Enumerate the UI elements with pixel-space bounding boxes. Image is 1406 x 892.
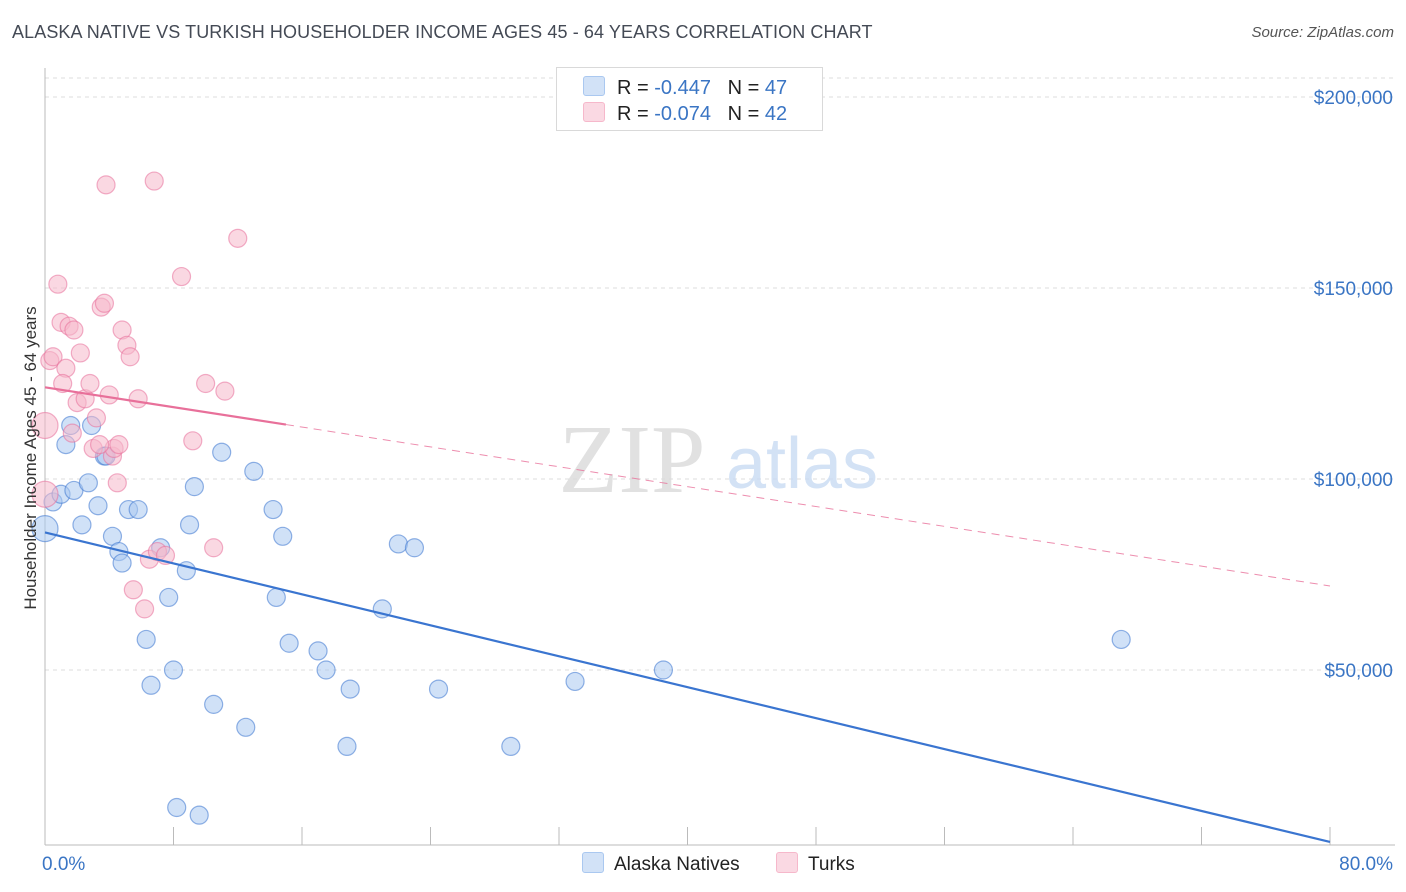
point-alaska-natives — [279, 633, 299, 653]
point-alaska-natives — [141, 675, 161, 695]
point-turks — [48, 274, 68, 294]
point-turks — [196, 373, 216, 394]
r-label: R = — [617, 77, 655, 99]
point-turks — [31, 480, 59, 508]
source-label: Source: ZipAtlas.com — [1251, 24, 1394, 41]
point-alaska-natives — [388, 534, 408, 554]
point-turks — [62, 423, 82, 443]
point-alaska-natives — [128, 499, 148, 520]
point-turks — [120, 347, 140, 367]
trend-line-turks — [44, 386, 287, 426]
x-tick-label-min: 0.0% — [42, 854, 85, 875]
point-turks — [228, 228, 248, 248]
point-alaska-natives — [88, 496, 108, 516]
point-alaska-natives — [212, 442, 232, 462]
chart-title: ALASKA NATIVE VS TURKISH HOUSEHOLDER INC… — [12, 22, 873, 42]
point-turks — [109, 435, 129, 455]
trend-line-alaska-natives — [44, 531, 1331, 843]
n-value-turks: 42 — [764, 103, 788, 125]
legend-row-alaska-natives: R = -0.447 N = 47 — [583, 76, 787, 100]
point-alaska-natives — [1111, 629, 1131, 650]
y-tick-label: $200,000 — [1314, 88, 1393, 109]
y-axis-label: Householder Income Ages 45 - 64 years — [21, 306, 40, 609]
point-alaska-natives — [340, 679, 360, 699]
correlation-legend: R = -0.447 N = 47 R = -0.074 N = 42 — [556, 67, 823, 131]
watermark-zip: ZIP — [559, 406, 706, 514]
x-tick-label-max: 80.0% — [1339, 854, 1393, 875]
point-turks — [215, 381, 235, 401]
y-tick-label: $150,000 — [1314, 279, 1393, 300]
axes — [44, 68, 1395, 846]
trend-lines — [44, 386, 1331, 843]
point-turks — [86, 408, 107, 428]
r-label: R = — [617, 103, 655, 125]
y-tick-label: $50,000 — [1324, 661, 1393, 682]
watermark: ZIP atlas — [559, 406, 879, 514]
point-turks — [183, 431, 203, 451]
legend-swatch-turks — [776, 852, 798, 873]
legend-row-turks: R = -0.074 N = 42 — [583, 102, 787, 126]
point-alaska-natives — [428, 679, 449, 699]
point-alaska-natives — [404, 538, 425, 558]
point-alaska-natives — [236, 717, 256, 737]
legend-swatch-alaska-natives — [583, 76, 605, 96]
legend-label-alaska-natives: Alaska Natives — [614, 854, 740, 875]
point-turks — [96, 175, 116, 195]
n-label: N = — [727, 103, 765, 125]
point-turks — [53, 373, 73, 394]
point-alaska-natives — [167, 797, 187, 818]
point-turks — [31, 411, 59, 440]
point-turks — [94, 293, 115, 313]
tick-labels: $50,000 $100,000 $150,000 $200,000 0.0% 80.0% — [42, 88, 1393, 875]
bottom-legend-alaska-natives: Alaska Natives — [582, 852, 740, 876]
r-value-alaska-natives: -0.447 — [654, 77, 711, 99]
point-alaska-natives — [308, 641, 328, 661]
point-alaska-natives — [273, 526, 293, 546]
point-turks — [134, 599, 155, 619]
point-alaska-natives — [244, 461, 264, 481]
point-alaska-natives — [337, 736, 357, 757]
point-turks — [99, 385, 119, 405]
point-alaska-natives — [263, 499, 283, 520]
point-alaska-natives — [159, 587, 179, 608]
point-alaska-natives — [112, 553, 132, 573]
point-alaska-natives — [184, 477, 204, 497]
point-turks — [171, 266, 192, 287]
point-alaska-natives — [136, 629, 156, 650]
point-alaska-natives — [163, 660, 184, 680]
point-turks — [90, 435, 110, 455]
point-turks — [70, 343, 90, 363]
point-turks — [144, 171, 164, 191]
point-alaska-natives — [653, 660, 674, 680]
n-value-alaska-natives: 47 — [764, 77, 788, 99]
point-alaska-natives — [204, 694, 224, 714]
y-tick-label: $100,000 — [1314, 470, 1393, 491]
point-turks — [80, 373, 100, 394]
point-turks — [107, 473, 127, 493]
point-turks — [64, 320, 84, 340]
point-alaska-natives — [78, 473, 98, 493]
point-alaska-natives — [565, 671, 585, 692]
legend-swatch-turks — [583, 102, 605, 122]
point-alaska-natives — [72, 515, 92, 535]
point-turks — [128, 389, 148, 409]
legend-label-turks: Turks — [808, 854, 855, 875]
watermark-atlas: atlas — [726, 424, 878, 504]
legend-swatch-alaska-natives — [582, 852, 604, 873]
point-alaska-natives — [316, 660, 336, 680]
point-turks — [204, 538, 224, 558]
point-alaska-natives — [179, 515, 200, 535]
point-turks — [43, 347, 63, 367]
r-value-turks: -0.074 — [654, 103, 711, 125]
n-label: N = — [727, 77, 765, 99]
point-alaska-natives — [266, 587, 286, 608]
point-turks — [123, 580, 143, 600]
bottom-legend-turks: Turks — [776, 852, 855, 876]
point-alaska-natives — [189, 805, 209, 825]
point-alaska-natives — [501, 736, 521, 757]
